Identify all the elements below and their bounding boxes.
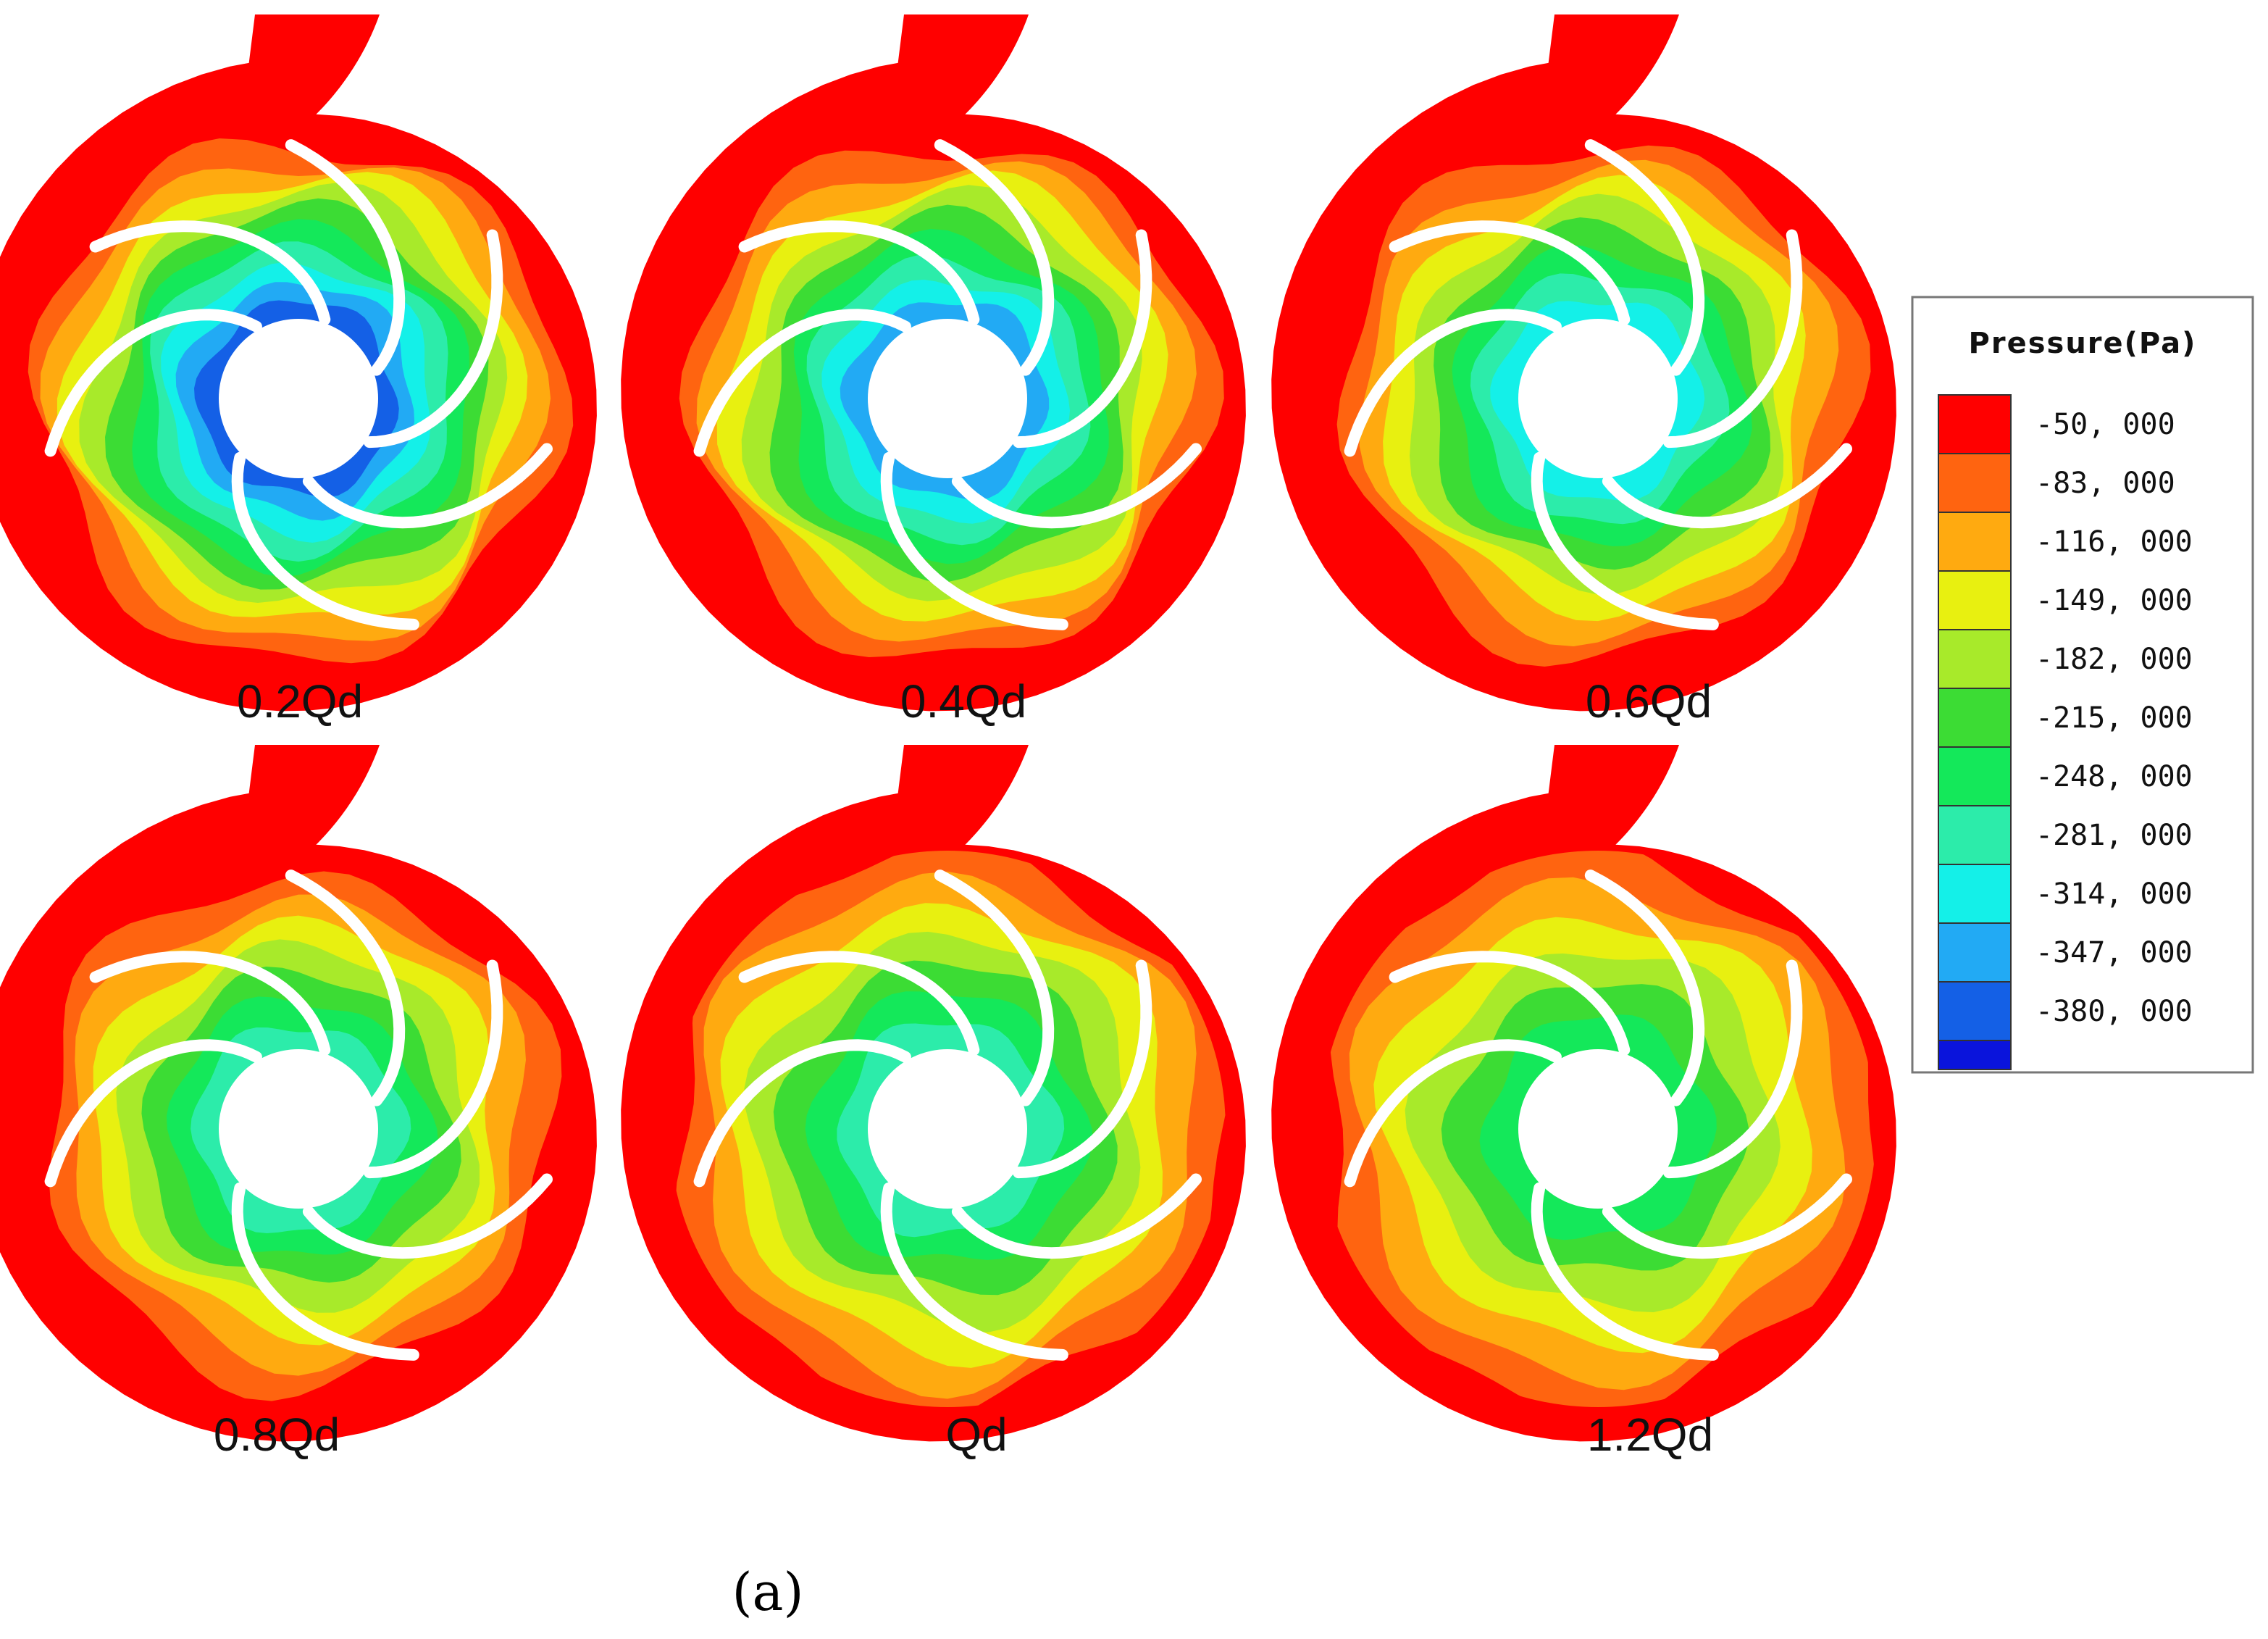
impeller-blade bbox=[693, 309, 911, 457]
panel-label-2: 0.4Qd bbox=[900, 675, 1026, 727]
impeller-blade bbox=[693, 1039, 911, 1188]
pressure-legend: Pressure(Pa) -50, 000 -83, 000 -116, 000 -1… bbox=[1911, 296, 2254, 1074]
pump-panel bbox=[1271, 14, 1896, 712]
pump-panels bbox=[0, 14, 1896, 1442]
impeller-blade bbox=[738, 951, 980, 1056]
panel-label-6: 1.2Qd bbox=[1587, 1409, 1713, 1461]
impeller-blade bbox=[302, 443, 553, 529]
panel-label-3: 0.6Qd bbox=[1586, 675, 1712, 727]
legend-swatch bbox=[1938, 629, 2012, 689]
legend-tick-label: -347, 000 bbox=[2035, 936, 2193, 969]
impeller-blade bbox=[364, 959, 503, 1179]
panel-label-5: Qd bbox=[945, 1409, 1007, 1461]
legend-tick-label: -149, 000 bbox=[2035, 584, 2193, 617]
impeller-eye bbox=[1518, 319, 1678, 478]
impeller-blade bbox=[231, 1182, 419, 1361]
impeller-blade bbox=[738, 220, 980, 325]
impeller-blade bbox=[880, 451, 1068, 630]
impeller-blade bbox=[231, 451, 419, 630]
impeller-blade bbox=[1013, 229, 1152, 449]
legend-title: Pressure(Pa) bbox=[1969, 327, 2197, 360]
impeller-eye bbox=[1518, 1049, 1678, 1209]
impeller-blade bbox=[89, 220, 331, 325]
legend-tick-label: -314, 000 bbox=[2035, 877, 2193, 911]
impeller-blade bbox=[1663, 959, 1803, 1179]
impeller-eye bbox=[219, 1049, 378, 1209]
legend-swatch bbox=[1938, 394, 2012, 454]
legend-swatch bbox=[1938, 512, 2012, 572]
impeller-blade bbox=[1531, 1182, 1719, 1361]
impeller-eye bbox=[868, 1049, 1027, 1209]
legend-tick-label: -380, 000 bbox=[2035, 995, 2193, 1028]
legend-tick-label: -83, 000 bbox=[2035, 467, 2175, 500]
legend-swatch bbox=[1938, 805, 2012, 865]
legend-swatches bbox=[1938, 394, 2012, 1070]
legend-tick-label: -281, 000 bbox=[2035, 819, 2193, 852]
panel-label-1: 0.2Qd bbox=[237, 675, 363, 727]
legend-tick-label: -215, 000 bbox=[2035, 701, 2193, 735]
impeller-blade bbox=[951, 1173, 1202, 1259]
impeller-blade bbox=[364, 229, 503, 449]
impeller-blade bbox=[44, 1039, 262, 1188]
impeller-eye bbox=[868, 319, 1027, 478]
impeller-blade bbox=[1389, 220, 1631, 325]
impeller-blade bbox=[1389, 951, 1631, 1056]
legend-tick-label: -182, 000 bbox=[2035, 643, 2193, 676]
pump-panel bbox=[621, 14, 1246, 712]
panel-label-4: 0.8Qd bbox=[214, 1409, 340, 1461]
impeller-blade bbox=[934, 139, 1055, 376]
legend-swatch bbox=[1938, 981, 2012, 1041]
legend-swatch bbox=[1938, 864, 2012, 924]
impeller-blade bbox=[1584, 869, 1705, 1106]
legend-tick-label: -50, 000 bbox=[2035, 408, 2175, 441]
legend-swatch bbox=[1938, 746, 2012, 806]
legend-tick-label: -116, 000 bbox=[2035, 525, 2193, 559]
impeller-blade bbox=[1602, 1173, 1852, 1259]
impeller-blade bbox=[934, 869, 1055, 1106]
impeller-blade bbox=[1344, 1039, 1562, 1188]
impeller-blade bbox=[89, 951, 331, 1056]
impeller-eye bbox=[219, 319, 378, 478]
impeller-blade bbox=[302, 1173, 553, 1259]
impeller-blade bbox=[44, 309, 262, 457]
legend-swatch bbox=[1938, 922, 2012, 983]
legend-swatch bbox=[1938, 1040, 2012, 1070]
pump-panel bbox=[0, 14, 597, 712]
legend-swatch bbox=[1938, 570, 2012, 630]
impeller-blade bbox=[1013, 959, 1152, 1179]
legend-tick-label: -248, 000 bbox=[2035, 760, 2193, 793]
impeller-blade bbox=[1531, 451, 1719, 630]
legend-swatch bbox=[1938, 453, 2012, 513]
pump-panel bbox=[1271, 745, 1896, 1442]
impeller-blade bbox=[1663, 229, 1803, 449]
impeller-blade bbox=[1344, 309, 1562, 457]
impeller-blade bbox=[285, 139, 406, 376]
impeller-blade bbox=[285, 869, 406, 1106]
impeller-blade bbox=[1584, 139, 1705, 376]
impeller-blade bbox=[1602, 443, 1852, 529]
impeller-blade bbox=[951, 443, 1202, 529]
pump-panel bbox=[0, 745, 597, 1442]
subfigure-label: (a) bbox=[732, 1561, 803, 1622]
legend-swatch bbox=[1938, 688, 2012, 748]
pump-panel bbox=[621, 745, 1246, 1442]
impeller-blade bbox=[880, 1182, 1068, 1361]
legend-tick-labels: -50, 000 -83, 000 -116, 000 -149, 000 -182, … bbox=[2035, 408, 2193, 1028]
